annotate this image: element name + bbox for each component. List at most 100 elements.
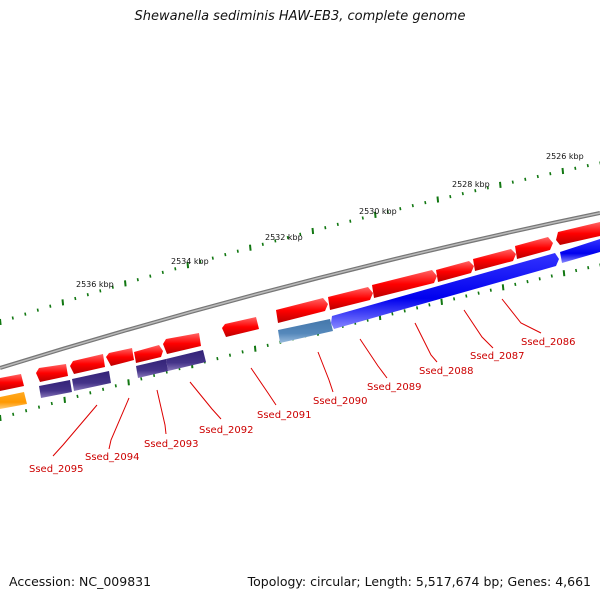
accession-text: Accession: NC_009831: [9, 574, 152, 589]
gene-arrow-reverse[interactable]: [39, 380, 72, 398]
scale-tick: [236, 249, 239, 253]
scale-tick: [562, 270, 566, 277]
scale-tick: [286, 235, 289, 240]
scale-tick: [114, 384, 117, 388]
gene-arrow-forward[interactable]: [515, 237, 553, 259]
gene-label[interactable]: Ssed_2093: [144, 439, 199, 450]
scale-tick: [477, 291, 480, 295]
scale-label: 2526 kbp: [546, 152, 584, 161]
scale-tick: [587, 266, 590, 270]
scale-tick: [0, 414, 2, 422]
scale-tick: [524, 177, 527, 181]
gene-arrow-reverse[interactable]: [331, 253, 559, 329]
scale-tick: [228, 353, 232, 357]
scale-tick: [511, 180, 514, 184]
scale-tick: [586, 163, 589, 168]
gene-label[interactable]: Ssed_2088: [419, 366, 474, 377]
gene-arrow-reverse[interactable]: [166, 350, 206, 371]
gene-arrow-forward[interactable]: [0, 374, 24, 391]
scale-tick: [536, 174, 539, 179]
scale-tick: [538, 277, 541, 281]
scale-tick: [24, 312, 27, 316]
scale-tick: [74, 296, 77, 301]
gene-arrow-forward[interactable]: [134, 345, 163, 363]
gene-arrow-forward[interactable]: [106, 348, 134, 366]
gene-label[interactable]: Ssed_2095: [29, 464, 84, 475]
scale-tick: [324, 226, 327, 230]
scale-tick: [266, 343, 269, 348]
gene-label[interactable]: Ssed_2086: [521, 337, 576, 348]
gene-arrow-forward[interactable]: [328, 287, 373, 310]
scale-tick: [575, 268, 578, 273]
gene-arrow-forward[interactable]: [222, 317, 259, 337]
scale-tick: [50, 401, 53, 406]
scale-tick: [550, 274, 553, 278]
scale-tick: [549, 172, 552, 176]
scale-tick: [465, 294, 468, 298]
scale-tick: [149, 274, 152, 278]
scale-tick: [102, 387, 105, 391]
scale-tick: [86, 293, 89, 297]
reverse-strand-genes: [0, 239, 600, 409]
scale-tick: [241, 350, 244, 354]
gene-arrow-forward[interactable]: [372, 270, 437, 298]
scale-tick: [311, 227, 315, 235]
scale-tick: [424, 200, 427, 205]
scale-tick: [361, 216, 364, 220]
gene-arrow-reverse[interactable]: [72, 371, 111, 391]
scale-tick: [249, 244, 252, 251]
gene-label[interactable]: Ssed_2087: [470, 351, 525, 362]
gene-arrow-forward[interactable]: [473, 249, 516, 271]
gene-label[interactable]: Ssed_2092: [199, 425, 254, 436]
gene-arrow-reverse[interactable]: [136, 359, 168, 378]
gene-arrow-forward[interactable]: [163, 333, 201, 354]
scale-tick: [136, 278, 139, 282]
gene-arrow-forward[interactable]: [436, 261, 474, 282]
scale-label: 2532 kbp: [265, 233, 303, 242]
scale-tick: [514, 282, 517, 287]
gene-label[interactable]: Ssed_2090: [313, 396, 368, 407]
scale-tick: [37, 405, 41, 409]
gene-label[interactable]: Ssed_2089: [367, 382, 422, 393]
scale-tick: [274, 239, 277, 243]
scale-tick: [349, 219, 352, 223]
gene-arrow-forward[interactable]: [556, 222, 600, 245]
scale-tick: [174, 267, 177, 271]
scale-tick: [211, 256, 214, 260]
scale-tick: [216, 356, 219, 361]
scale-tick: [449, 194, 452, 199]
scale-tick: [453, 297, 456, 301]
gene-label[interactable]: Ssed_2091: [257, 410, 312, 421]
scale-tick: [436, 196, 440, 203]
scale-tick: [76, 394, 79, 399]
scale-tick: [224, 252, 227, 257]
gene-arrow-reverse[interactable]: [278, 319, 333, 343]
scale-tick: [61, 299, 65, 306]
gene-arrow-reverse[interactable]: [560, 239, 600, 263]
scale-tick: [461, 191, 464, 196]
scale-tick: [49, 304, 52, 308]
scale-tick: [186, 262, 190, 269]
gene-arrow-forward[interactable]: [276, 298, 328, 323]
scale-tick: [374, 211, 377, 218]
scale-tick: [499, 181, 502, 188]
gene-labels: Ssed_2086 Ssed_2087 Ssed_2088 Ssed_2089 …: [29, 337, 576, 475]
scale-tick: [199, 260, 202, 264]
scale-tick: [153, 373, 156, 378]
scale-tick: [489, 288, 492, 292]
scale-label: 2536 kbp: [76, 280, 114, 289]
gene-arrow-reverse[interactable]: [0, 392, 27, 409]
scale-tick: [63, 396, 66, 403]
gene-arrow-forward[interactable]: [36, 364, 68, 382]
gene-arrow-forward[interactable]: [70, 354, 105, 374]
scale-tick: [25, 409, 28, 413]
scale-tick: [561, 167, 565, 175]
scale-tick: [261, 242, 264, 246]
scale-tick: [440, 298, 443, 305]
scale-tick: [140, 377, 143, 381]
map-title: Shewanella sediminis HAW-EB3, complete g…: [134, 9, 466, 24]
gene-label[interactable]: Ssed_2094: [85, 452, 140, 463]
scale-tick: [486, 186, 489, 190]
scale-tick: [526, 279, 529, 284]
